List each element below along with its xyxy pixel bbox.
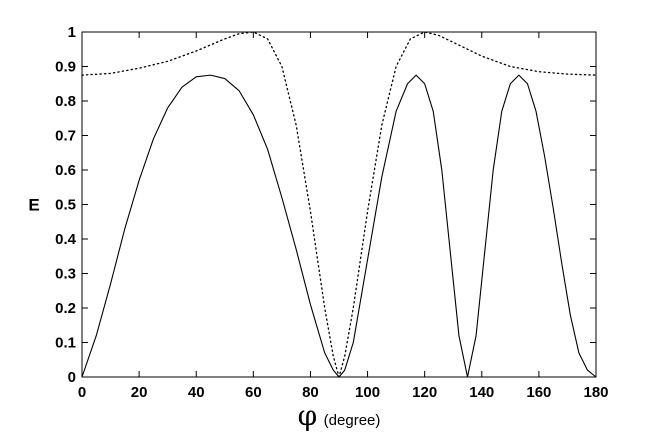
- x-tick-label: 180: [583, 384, 608, 401]
- x-tick-label: 140: [469, 384, 494, 401]
- y-tick-label: 0.3: [55, 266, 76, 283]
- y-tick-label: 0.8: [55, 93, 76, 110]
- y-tick-label: 1: [68, 24, 76, 41]
- y-axis: 0 0.1 0.2 0.3 0.4 0.5 0.6 0.7 0.8 0.9 1: [55, 24, 596, 386]
- x-tick-label: 120: [412, 384, 437, 401]
- y-tick-label: 0: [68, 369, 76, 386]
- y-tick-label: 0.6: [55, 162, 76, 179]
- x-axis-label-group: φ (degree): [298, 399, 381, 432]
- series-line-2: [81, 31, 597, 378]
- x-tick-label: 60: [245, 384, 262, 401]
- y-tick-label: 0.5: [55, 197, 76, 214]
- x-tick-label: 160: [526, 384, 551, 401]
- y-axis-label: E: [28, 196, 39, 215]
- x-tick-label: 0: [78, 384, 86, 401]
- x-tick-label: 80: [302, 384, 319, 401]
- y-tick-label: 0.1: [55, 335, 76, 352]
- x-tick-label: 40: [188, 384, 205, 401]
- series-line-1: [81, 74, 597, 378]
- series-layer: [81, 31, 597, 378]
- y-tick-label: 0.4: [55, 231, 77, 248]
- x-tick-label: 100: [355, 384, 380, 401]
- x-axis-label: φ: [298, 399, 318, 432]
- y-tick-label: 0.7: [55, 128, 76, 145]
- x-axis-label-unit: (degree): [324, 412, 381, 429]
- y-tick-label: 0.9: [55, 59, 76, 76]
- x-tick-label: 20: [131, 384, 148, 401]
- x-axis: 0 20 40 60 80 100 120 140 160 180: [78, 32, 609, 401]
- plot-frame: [81, 31, 597, 378]
- y-tick-label: 0.2: [55, 300, 76, 317]
